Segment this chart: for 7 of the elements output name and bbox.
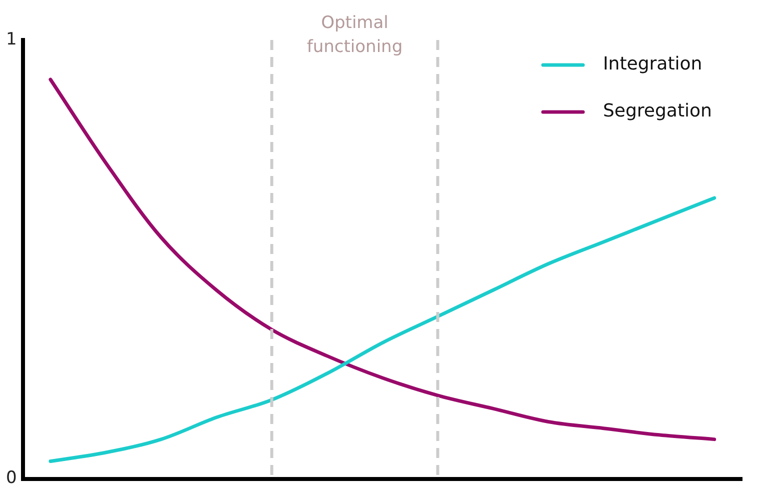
y-tick-label: 1: [6, 29, 17, 50]
legend-label: Segregation: [603, 100, 712, 122]
legend-label: Integration: [603, 54, 702, 75]
line-series: [48, 196, 716, 463]
line-series: [48, 78, 716, 442]
y-tick-label: 0: [6, 468, 17, 488]
annotation: Optimal functioning: [306, 13, 403, 57]
